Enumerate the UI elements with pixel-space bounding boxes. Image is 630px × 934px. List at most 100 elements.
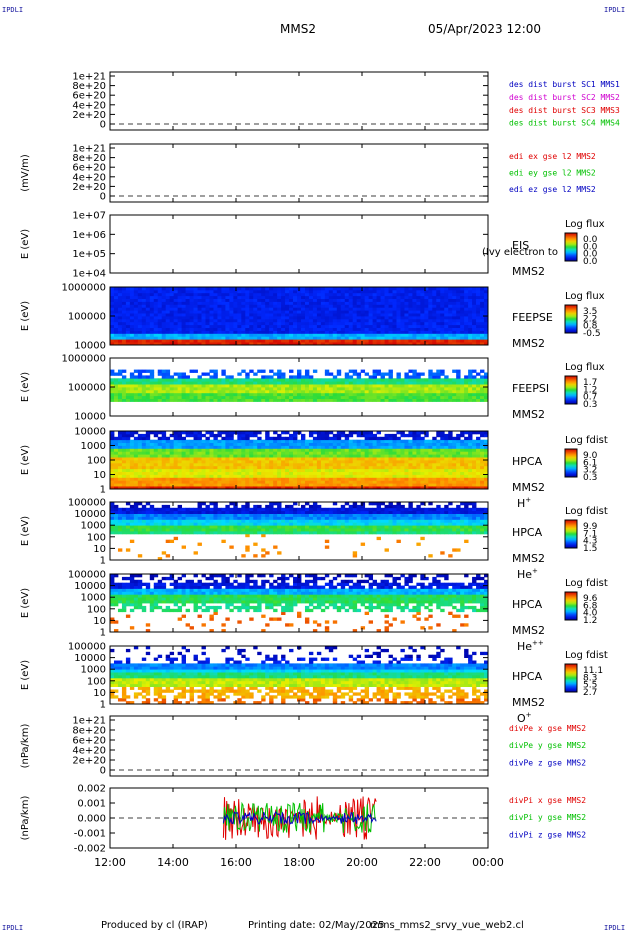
spectrogram-cell: [416, 375, 421, 379]
spectrogram-cell: [289, 330, 294, 334]
spectrogram-cell: [332, 448, 338, 452]
spectrogram-cell: [185, 457, 190, 461]
spectrogram-cell: [304, 336, 310, 340]
spectrogram-cell: [133, 462, 139, 467]
spectrogram-cell: [352, 387, 358, 391]
spectrogram-cell: [181, 448, 186, 452]
spectrogram-cell: [289, 433, 294, 438]
spectrogram-cell: [468, 292, 473, 297]
spectrogram-cell: [225, 324, 230, 328]
spectrogram-cell: [169, 289, 175, 294]
spectrogram-cell: [153, 445, 159, 449]
spectrogram-cell: [121, 522, 127, 526]
spectrogram-cell: [137, 375, 143, 379]
spectrogram-cell: [312, 287, 318, 291]
spectrogram-cell: [372, 292, 377, 297]
spectrogram-cell: [388, 339, 393, 343]
spectrogram-cell: [297, 307, 302, 311]
spectrogram-cell: [221, 378, 226, 382]
spectrogram-cell: [484, 457, 489, 461]
spectrogram-cell: [484, 486, 489, 490]
spectrogram-cell: [173, 321, 179, 326]
spectrogram-cell: [253, 287, 258, 291]
spectrogram-cell: [269, 457, 274, 461]
spectrogram-cell: [416, 330, 421, 334]
spectrogram-cell: [324, 389, 330, 394]
spectrogram-cell: [340, 451, 346, 455]
spectrogram-cell: [165, 375, 171, 379]
spectrogram-cell: [129, 474, 135, 478]
spectrogram-cell: [376, 342, 381, 346]
spectrogram-cell: [161, 292, 167, 297]
spectrogram-cell: [484, 330, 489, 334]
spectrogram-cell: [384, 327, 389, 331]
spectrogram-cell: [273, 436, 278, 441]
spectrogram-cell: [133, 504, 139, 509]
spectrogram-cell: [197, 451, 202, 455]
spectrogram-cell: [169, 483, 175, 487]
spectrogram-cell: [141, 504, 147, 509]
spectrogram-cell: [161, 442, 167, 446]
spectrogram-cell: [436, 301, 441, 305]
spectrogram-cell: [436, 454, 441, 458]
spectrogram-cell: [281, 387, 286, 391]
spectrogram-cell: [372, 451, 377, 455]
spectrogram-cell: [233, 392, 238, 397]
spectrogram-cell: [400, 451, 405, 455]
spectrogram-cell: [145, 451, 151, 455]
spectrogram-cell: [340, 313, 346, 317]
spectrogram-cell: [304, 316, 310, 320]
spectrogram-cell: [117, 468, 123, 472]
spectrogram-cell: [149, 375, 155, 379]
spectrogram-cell: [364, 480, 370, 484]
spectrogram-cell: [480, 324, 485, 328]
spectrogram-cell: [185, 445, 190, 449]
spectrogram-cell: [185, 392, 190, 397]
spectrogram-cell: [293, 289, 298, 294]
spectrogram-cell: [452, 480, 457, 484]
spectrogram-cell: [392, 301, 397, 305]
spectrogram-cell: [332, 389, 338, 394]
spectrogram-cell: [197, 324, 202, 328]
spectrogram-cell: [157, 372, 163, 376]
spectrogram-cell: [384, 342, 389, 346]
spectrogram-cell: [332, 439, 338, 443]
spectrogram-cell: [193, 301, 198, 305]
spectrogram-cell: [165, 333, 171, 337]
spectrogram-cell: [332, 442, 338, 446]
spectrogram-cell: [193, 336, 198, 340]
spectrogram-cell: [157, 510, 163, 514]
spectrogram-cell: [241, 324, 246, 328]
spectrogram-cell: [261, 301, 266, 305]
spectrogram-cell: [129, 507, 135, 512]
spectrogram-cell: [153, 389, 159, 394]
spectrogram-cell: [476, 381, 481, 385]
spectrogram-cell: [169, 378, 175, 382]
spectrogram-cell: [137, 460, 143, 464]
y-tick-label: 1e+04: [72, 269, 106, 280]
spectrogram-cell: [448, 460, 453, 464]
spectrogram-cell: [169, 439, 175, 443]
spectrogram-cell: [289, 460, 294, 464]
spectrogram-cell: [113, 287, 119, 291]
spectrogram-cell: [141, 528, 147, 532]
spectrogram-cell: [257, 474, 262, 478]
spectrogram-cell: [225, 304, 230, 308]
spectrogram-cell: [281, 439, 286, 443]
spectrogram-cell: [121, 298, 127, 302]
spectrogram-cell: [189, 369, 194, 373]
spectrogram-cell: [297, 369, 302, 373]
spectrogram-cell: [113, 292, 119, 297]
spectrogram-cell: [460, 381, 465, 385]
spectrogram-cell: [396, 372, 401, 376]
spectrogram-cell: [336, 304, 342, 308]
spectrogram-cell: [241, 439, 246, 443]
spectrogram-cell: [293, 483, 298, 487]
spectrogram-cell: [201, 333, 206, 337]
spectrogram-cell: [177, 324, 183, 328]
spectrogram-cell: [173, 486, 179, 490]
spectrogram-cell: [392, 313, 397, 317]
colorbar: [564, 304, 578, 334]
spectrogram-cell: [157, 339, 163, 343]
spectrogram-cell: [205, 460, 210, 464]
